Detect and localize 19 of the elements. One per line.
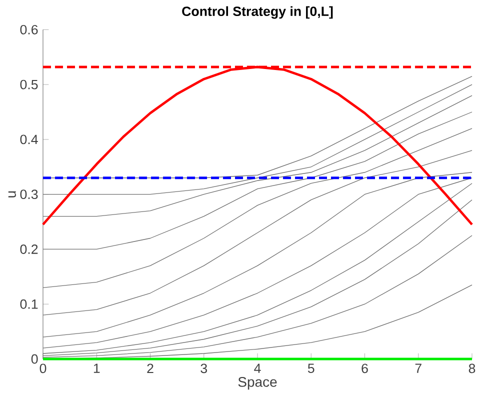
chart-title: Control Strategy in [0,L] <box>182 6 333 19</box>
y-tick-label: 0.5 <box>20 80 38 90</box>
x-tick-label: 8 <box>468 364 476 374</box>
x-tick-label: 2 <box>147 364 154 374</box>
x-tick-label: 6 <box>362 364 368 374</box>
y-tick-label: 0 <box>31 354 38 364</box>
y-tick-label: 0.3 <box>20 190 38 200</box>
x-axis-title: Space <box>238 376 277 390</box>
x-tick-label: 4 <box>254 364 261 373</box>
x-tick-label: 3 <box>200 364 208 374</box>
x-tick-label: 0 <box>40 364 46 374</box>
y-tick-label: 0.4 <box>20 134 38 144</box>
y-tick-label: 0.2 <box>20 244 38 254</box>
x-tick-label: 5 <box>308 364 314 374</box>
y-axis-title: u <box>8 191 16 198</box>
x-tick-label: 7 <box>415 364 422 373</box>
y-tick-label: 0.6 <box>20 24 38 34</box>
y-tick-label: 0.1 <box>20 299 38 309</box>
x-tick-label: 1 <box>94 364 100 373</box>
